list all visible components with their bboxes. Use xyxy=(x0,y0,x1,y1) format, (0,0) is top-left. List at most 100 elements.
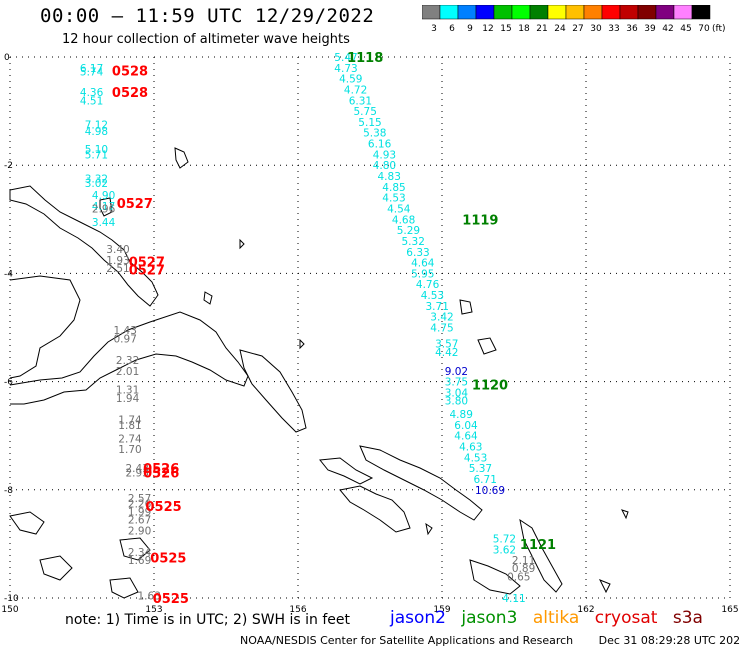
swh-value: 0.89 xyxy=(512,563,535,575)
x-tick-label: 150 xyxy=(1,605,18,615)
swh-value: 4.53 xyxy=(421,290,444,302)
swh-value: 4.68 xyxy=(392,214,415,226)
swh-value: 4.42 xyxy=(435,347,458,359)
generated-timestamp: Dec 31 08:29:28 UTC 2022 xyxy=(598,634,740,647)
track-id-label: 0527 xyxy=(129,255,165,270)
swh-value: 3.04 xyxy=(445,387,469,399)
colorbar-label: 9 xyxy=(467,24,473,34)
colorbar-label: 30 xyxy=(590,24,602,34)
swh-value: 4.11 xyxy=(502,593,525,605)
x-tick-label: 156 xyxy=(289,605,306,615)
colorbar-label: 42 xyxy=(662,24,673,34)
swh-value: 4.36 xyxy=(80,87,104,99)
x-tick-label: 153 xyxy=(145,605,162,615)
coastline-nissan xyxy=(99,197,113,217)
y-tick-label: -2 xyxy=(4,161,13,171)
swh-value: 5.10 xyxy=(85,144,108,156)
swh-value: 5.32 xyxy=(402,236,425,248)
swh-value: 5.72 xyxy=(493,533,516,545)
swh-value: 5.15 xyxy=(358,117,381,129)
swh-value: 3.40 xyxy=(106,244,129,256)
y-tick-label: 0 xyxy=(4,53,10,63)
swh-value: 3.02 xyxy=(85,178,108,190)
swh-value: 2.74 xyxy=(118,433,142,445)
grid-lines xyxy=(9,56,731,599)
swh-value: 3.44 xyxy=(92,217,116,229)
colorbar-label: 33 xyxy=(608,24,619,34)
y-tick-label: -4 xyxy=(4,269,13,279)
swh-value: 4.51 xyxy=(80,95,103,107)
swh-value: 6.71 xyxy=(474,474,497,486)
track-id-label: 0525 xyxy=(146,500,182,515)
track-id-label: 0527 xyxy=(117,197,153,212)
swh-value: 4.80 xyxy=(373,160,396,172)
colorbar-unit: (ft) xyxy=(712,24,726,34)
swh-value: 4.53 xyxy=(382,193,405,205)
coastline-bougainville xyxy=(239,349,307,433)
coastline-santa-isabel xyxy=(359,445,483,521)
swh-value: 4.93 xyxy=(373,149,396,161)
y-tick-label: -10 xyxy=(4,594,19,604)
swh-value: 4.76 xyxy=(416,279,440,291)
swh-value: 2.11 xyxy=(512,555,535,567)
swh-value: 3.62 xyxy=(493,544,516,556)
swh-value: 2.01 xyxy=(116,366,139,378)
track-id-label: 0525 xyxy=(150,551,186,566)
swh-value: 4.90 xyxy=(92,190,115,202)
swh-value: 4.54 xyxy=(387,203,411,215)
coastline-malaita xyxy=(519,518,563,593)
coastline-new-georgia xyxy=(339,485,411,533)
swh-value: 3.42 xyxy=(430,312,453,324)
track-id-labels: 0528052805270527052705260526052505250525… xyxy=(112,51,556,607)
colorbar-label: 24 xyxy=(554,24,566,34)
swh-value: 5.74 xyxy=(80,67,104,79)
page-title: 00:00 – 11:59 UTC 12/29/2022 xyxy=(40,5,375,27)
y-tick-label: -6 xyxy=(4,378,13,388)
track-id-label: 0526 xyxy=(143,462,179,477)
swh-value: 6.31 xyxy=(349,95,372,107)
swh-value: 1.69 xyxy=(128,555,151,567)
x-tick-label: 165 xyxy=(721,605,738,615)
swh-value: 4.72 xyxy=(344,84,367,96)
swh-value: 4.85 xyxy=(382,182,405,194)
swh-value: 1.43 xyxy=(114,325,137,337)
swh-value: 4.64 xyxy=(454,431,478,443)
track-id-label: 1121 xyxy=(520,538,556,553)
track-id-label: 0526 xyxy=(143,466,179,481)
swh-value: 4.63 xyxy=(459,442,482,454)
swh-value: 5.47 xyxy=(334,52,357,64)
swh-value: 3.57 xyxy=(435,339,458,351)
track-id-label: 1120 xyxy=(472,378,508,393)
swh-value: 4.75 xyxy=(430,323,453,335)
track-id-label: 1118 xyxy=(347,51,383,66)
swh-value: 3.80 xyxy=(445,396,468,408)
track-id-label: 0527 xyxy=(129,264,165,279)
swh-value: 1.31 xyxy=(116,385,139,397)
track-id-label: 1119 xyxy=(462,213,498,228)
swh-value: 1.74 xyxy=(118,414,142,426)
swh-value: 4.98 xyxy=(85,126,108,138)
swh-value: 2.51 xyxy=(106,263,129,275)
swh-value: 5.38 xyxy=(363,128,386,140)
coastline-guadalcanal xyxy=(469,559,521,595)
swh-value: 1.81 xyxy=(118,420,141,432)
swh-value: 4.59 xyxy=(339,74,362,86)
colorbar-label: 12 xyxy=(482,24,493,34)
swh-data-points: 6.175.74 4.364.51 7.124.98 5.105.71 3.323.02… xyxy=(80,52,535,605)
credit-org: NOAA/NESDIS Center for Satellite Applica… xyxy=(240,634,574,647)
x-tick-label: 159 xyxy=(433,605,450,615)
swh-value: 3.71 xyxy=(426,301,449,313)
swh-value: 2.43 xyxy=(126,463,149,475)
color-scale-bar: 3 6 9 12 15 18 21 24 27 30 33 36 39 42 45 70 (ft) xyxy=(422,5,726,34)
swh-value: 4.53 xyxy=(464,452,487,464)
swh-value: 5.37 xyxy=(469,463,492,475)
colorbar-label: 27 xyxy=(572,24,583,34)
colorbar-label: 15 xyxy=(500,24,511,34)
legend-jason2: jason2 xyxy=(390,608,446,628)
swh-value: 2.96 xyxy=(92,203,116,215)
swh-value: 1.94 xyxy=(116,393,140,405)
coastline-new-britain xyxy=(9,275,249,405)
swh-value: 10.69 xyxy=(475,485,505,497)
swh-value: 4.73 xyxy=(334,63,357,75)
swh-value: 1.93 xyxy=(106,255,129,267)
